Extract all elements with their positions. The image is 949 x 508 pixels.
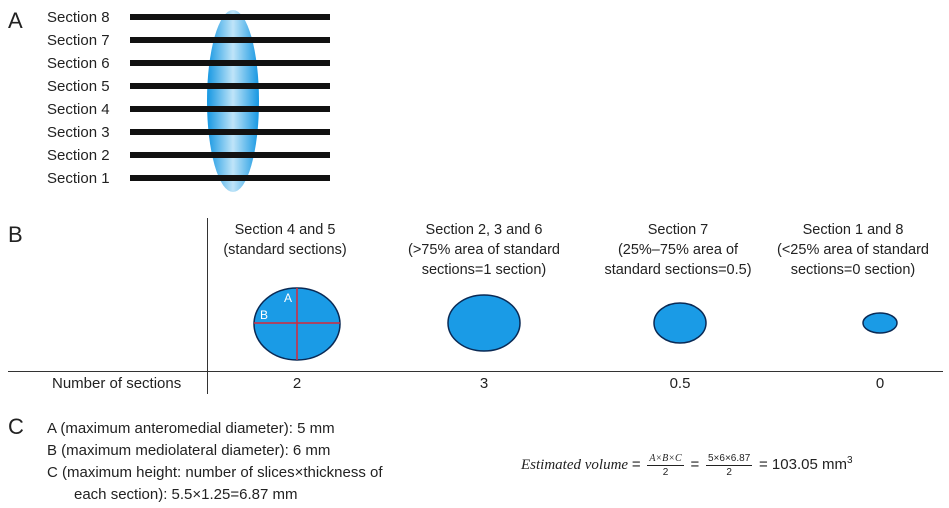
volume-formula: Estimated volume = A×B×C 2 = 5×6×6.87 2 … xyxy=(521,452,853,479)
formula-equals: = xyxy=(690,455,700,473)
header-line: sections=0 section) xyxy=(790,262,916,278)
section-label: Section 3 xyxy=(47,124,110,141)
fraction-numerator: 5×6×6.87 xyxy=(705,453,753,466)
section-bar xyxy=(130,60,330,66)
dimension-b-text: B (maximum mediolateral diameter): 6 mm xyxy=(47,442,331,459)
header-line: (<25% area of standard xyxy=(777,242,929,258)
section-bar xyxy=(130,175,330,181)
header-line: Section 4 and 5 xyxy=(234,222,336,238)
table-horizontal-rule xyxy=(8,371,943,372)
column-header-sections-2-3-6: Section 2, 3 and 6 (>75% area of standar… xyxy=(372,220,596,280)
section-label: Section 6 xyxy=(47,55,110,72)
dimension-c-text-continued: each section): 5.5×1.25=6.87 mm xyxy=(74,486,298,503)
dimension-c-text: C (maximum height: number of slices×thic… xyxy=(47,464,383,481)
medium-section-ellipse xyxy=(653,302,707,344)
table-vertical-rule xyxy=(207,218,208,394)
section-label: Section 8 xyxy=(47,9,110,26)
section-bar xyxy=(130,129,330,135)
fraction-denominator: 2 xyxy=(726,467,732,478)
lesion-ellipse xyxy=(207,10,259,192)
formula-exponent: 3 xyxy=(846,454,853,466)
section-label: Section 4 xyxy=(47,101,110,118)
fraction-denominator: 2 xyxy=(662,467,669,478)
header-line: Section 1 and 8 xyxy=(802,222,904,238)
count-value: 3 xyxy=(479,375,489,392)
section-label: Section 1 xyxy=(47,170,110,187)
section-bar xyxy=(130,83,330,89)
axis-a-label: A xyxy=(284,291,292,305)
section-bar xyxy=(130,152,330,158)
section-diagram xyxy=(130,10,330,192)
count-value: 2 xyxy=(292,375,302,392)
fraction-numeric: 5×6×6.87 2 xyxy=(705,452,753,479)
small-section-ellipse xyxy=(862,312,898,334)
section-label: Section 5 xyxy=(47,78,110,95)
column-header-section-7: Section 7 (25%–75% area of standard sect… xyxy=(568,220,788,280)
panel-letter-b: B xyxy=(8,222,23,247)
section-label: Section 7 xyxy=(47,32,110,49)
header-line: (standard sections) xyxy=(223,242,347,258)
header-line: (>75% area of standard xyxy=(408,242,560,258)
header-line: Section 2, 3 and 6 xyxy=(425,222,543,238)
large-section-ellipse xyxy=(447,294,521,352)
header-line: Section 7 xyxy=(647,222,709,238)
fraction-numerator: A×B×C xyxy=(647,453,684,466)
formula-equals: = xyxy=(631,455,641,473)
formula-result: = 103.05 mm xyxy=(759,455,847,473)
axis-b-label: B xyxy=(260,308,268,322)
number-of-sections-label: Number of sections xyxy=(52,375,182,392)
column-header-sections-4-5: Section 4 and 5 (standard sections) xyxy=(210,220,360,260)
count-value: 0 xyxy=(875,375,885,392)
column-header-sections-1-8: Section 1 and 8 (<25% area of standard s… xyxy=(761,220,945,280)
dimension-a-text: A (maximum anteromedial diameter): 5 mm xyxy=(47,420,335,437)
header-line: sections=1 section) xyxy=(421,262,547,278)
section-label: Section 2 xyxy=(47,147,110,164)
section-shapes: A B xyxy=(253,287,898,361)
section-bar xyxy=(130,106,330,112)
panel-letter-c: C xyxy=(8,414,24,439)
formula-label: Estimated volume xyxy=(521,456,629,473)
section-bar xyxy=(130,37,330,43)
panel-letter-a: A xyxy=(8,8,23,33)
fraction-symbolic: A×B×C 2 xyxy=(647,452,684,479)
header-line: (25%–75% area of xyxy=(617,242,739,258)
count-value: 0.5 xyxy=(669,375,691,392)
header-line: standard sections=0.5) xyxy=(604,262,752,278)
section-bar xyxy=(130,14,330,20)
